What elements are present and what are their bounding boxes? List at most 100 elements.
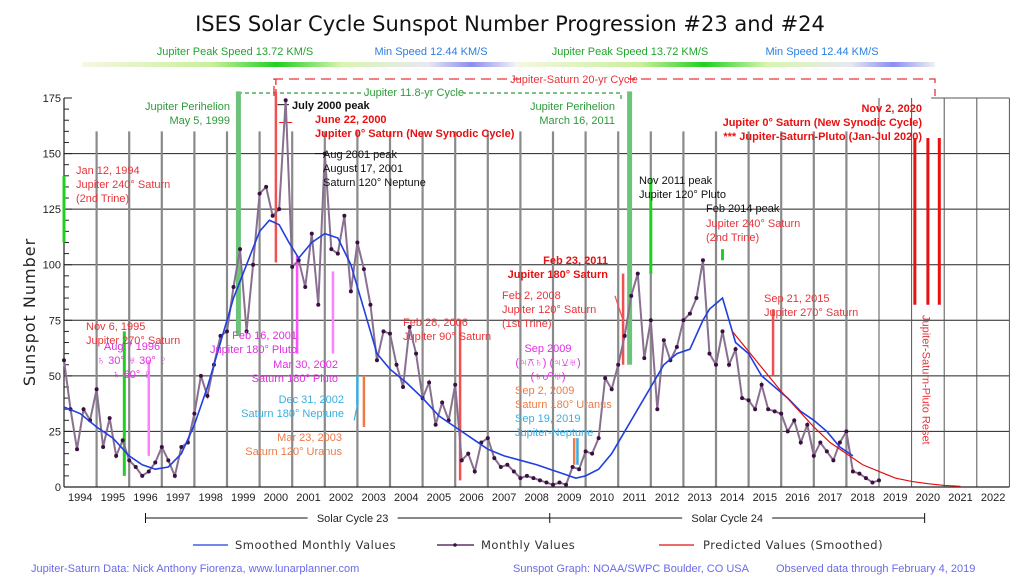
y-tick-label: 25 xyxy=(49,426,61,438)
monthly-value-point xyxy=(870,480,875,485)
x-tick-label: 2012 xyxy=(655,492,679,504)
monthly-value-point xyxy=(564,482,569,487)
monthly-value-point xyxy=(616,362,621,367)
monthly-value-point xyxy=(707,351,712,356)
y-tick-label: 100 xyxy=(43,260,61,272)
monthly-value-point xyxy=(629,293,634,298)
x-tick-label: 2013 xyxy=(687,492,711,504)
monthly-values-line xyxy=(63,100,880,487)
monthly-value-point xyxy=(172,473,177,478)
monthly-value-point xyxy=(492,456,497,461)
x-tick-label: 1994 xyxy=(68,492,92,504)
smoothed-values-line xyxy=(63,219,854,479)
annotation-mar2003-line: Mar 23, 2003 xyxy=(277,432,342,444)
monthly-value-point xyxy=(257,191,262,196)
x-tick-label: 2022 xyxy=(981,492,1005,504)
monthly-value-point xyxy=(498,464,503,469)
monthly-value-point xyxy=(622,333,627,338)
x-tick-label: 2002 xyxy=(329,492,353,504)
monthly-value-point xyxy=(537,478,542,483)
speed-band-2 xyxy=(515,62,935,67)
monthly-value-point xyxy=(733,347,738,352)
monthly-value-point xyxy=(127,458,132,463)
monthly-value-point xyxy=(62,358,66,363)
monthly-value-point xyxy=(505,462,510,467)
annotation-nov2011-line: Jupiter 120° Pluto xyxy=(639,189,726,201)
monthly-value-point xyxy=(824,449,829,454)
band-label-1: Jupiter Peak Speed 13.72 KM/S xyxy=(157,46,314,58)
x-tick-label: 2021 xyxy=(948,492,972,504)
x-tick-label: 2003 xyxy=(361,492,385,504)
x-tick-label: 2018 xyxy=(850,492,874,504)
annotation-aug2001-line: Saturn 120° Neptune xyxy=(323,177,426,189)
annotation-sep2019-line: Jupiter-Neptune xyxy=(515,427,593,439)
monthly-value-point xyxy=(107,416,112,421)
monthly-value-point xyxy=(518,476,523,481)
monthly-value-point xyxy=(485,436,490,441)
y-tick-label: 150 xyxy=(43,149,61,161)
monthly-value-point xyxy=(779,411,784,416)
monthly-value-point xyxy=(225,329,229,334)
monthly-value-point xyxy=(603,376,608,381)
monthly-value-point xyxy=(740,396,745,401)
monthly-value-point xyxy=(753,407,758,412)
monthly-value-point xyxy=(524,473,529,478)
x-tick-label: 2006 xyxy=(459,492,483,504)
annotation-jan1994-line: (2nd Trine) xyxy=(76,193,129,205)
annotation-sep2009-line: (♃⚻♄) (♃⚺♅) xyxy=(515,357,580,369)
monthly-value-point xyxy=(805,422,810,427)
annotations: Jan 12, 1994 Jupiter 240° Saturn (2nd Trin… xyxy=(76,100,931,458)
monthly-value-point xyxy=(714,362,718,367)
x-tick-label: 2019 xyxy=(883,492,907,504)
monthly-value-point xyxy=(681,318,686,323)
monthly-value-point xyxy=(459,458,464,463)
x-tick-label: 1999 xyxy=(231,492,255,504)
jupiter-11yr-label: Jupiter 11.8-yr Cycle xyxy=(364,87,464,99)
x-tick-label: 1998 xyxy=(198,492,222,504)
annotation-feb2014a-line: Feb 2014 peak xyxy=(706,203,780,215)
monthly-value-point xyxy=(374,358,379,363)
monthly-value-point xyxy=(433,422,438,427)
annotation-feb2006-line: Jupiter 90° Saturn xyxy=(403,331,491,343)
monthly-value-point xyxy=(811,453,816,458)
monthly-value-point xyxy=(329,247,334,252)
monthly-value-point xyxy=(192,411,197,416)
monthly-value-point xyxy=(94,387,99,392)
x-tick-label: 1995 xyxy=(101,492,125,504)
legend-predicted-label: Predicted Values (Smoothed) xyxy=(703,538,883,552)
monthly-value-point xyxy=(727,362,732,367)
y-tick-label: 175 xyxy=(43,93,61,105)
monthly-value-point xyxy=(531,476,536,481)
annotation-perihelion1999-line: May 5, 1999 xyxy=(169,115,230,127)
solar-cycles: Solar Cycle 23 Solar Cycle 24 xyxy=(145,510,926,526)
monthly-value-point xyxy=(159,444,164,449)
y-tick-label: 75 xyxy=(49,315,61,327)
annotation-sep2009b-line: Sep 2, 2009 xyxy=(515,385,574,397)
monthly-value-point xyxy=(440,400,445,405)
annotation-sep2015-line: Jupiter 270° Saturn xyxy=(764,307,858,319)
annotation-feb2001-line: Jupiter 180° Pluto xyxy=(210,344,297,356)
monthly-value-point xyxy=(635,271,640,276)
monthly-value-point xyxy=(342,213,347,218)
annotation-nov2020-line: *** Jupiter-Saturn-Pluto (Jan-Jul 2020) xyxy=(723,131,922,143)
monthly-value-point xyxy=(798,440,803,445)
monthly-value-point xyxy=(322,151,327,156)
annotation-feb2011-line: Jupiter 180° Saturn xyxy=(508,269,609,281)
legend: Smoothed Monthly Values Monthly Values P… xyxy=(193,538,883,552)
x-tick-label: 2010 xyxy=(590,492,614,504)
legend-monthly-marker xyxy=(453,543,457,547)
monthly-value-point xyxy=(583,449,588,454)
feb2011-leader xyxy=(614,295,624,321)
monthly-value-point xyxy=(511,469,516,474)
cycle-brackets: Jupiter-Saturn 20-yr Cycle Jupiter 11.8-… xyxy=(239,73,936,102)
monthly-value-point xyxy=(850,469,855,474)
monthly-value-point xyxy=(140,473,145,478)
monthly-value-point xyxy=(114,453,119,458)
monthly-value-point xyxy=(877,478,881,483)
monthly-value-point xyxy=(466,451,471,456)
monthly-value-point xyxy=(720,329,725,334)
monthly-value-point xyxy=(251,262,256,267)
monthly-value-point xyxy=(551,482,555,487)
jupiter-saturn-20yr-label: Jupiter-Saturn 20-yr Cycle xyxy=(510,74,638,86)
x-tick-label: 2011 xyxy=(623,492,647,504)
